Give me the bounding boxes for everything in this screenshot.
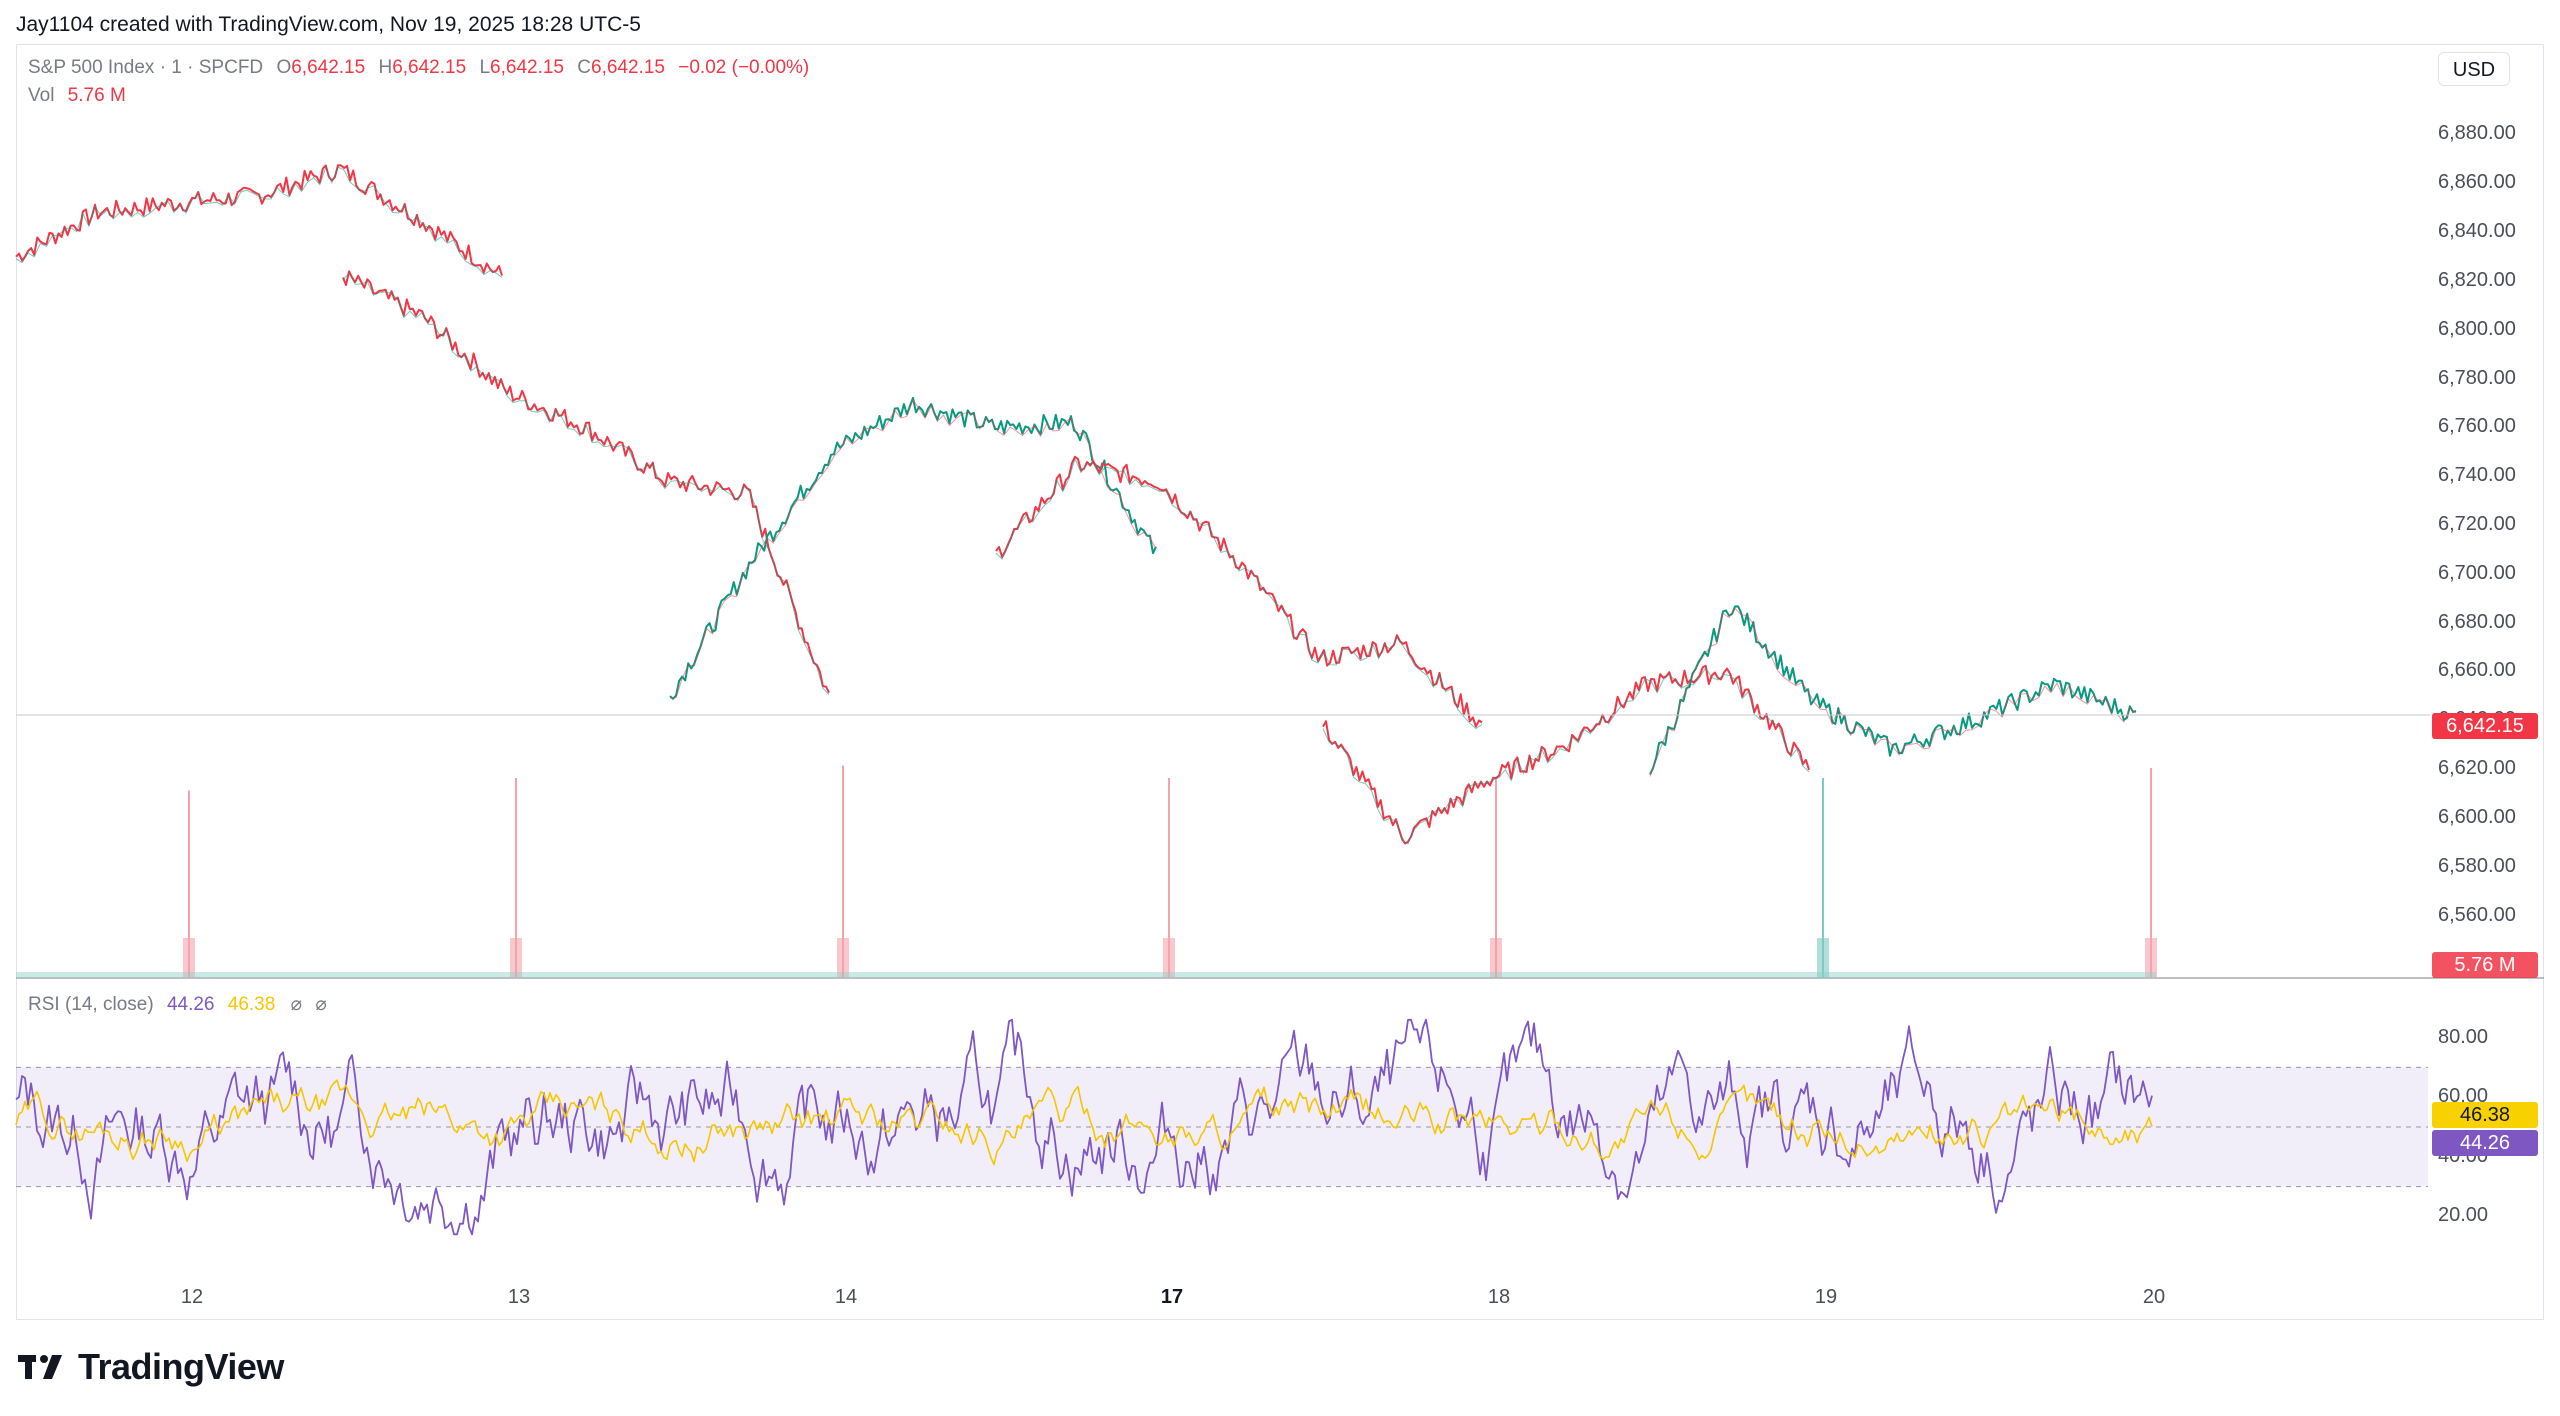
rsi-ma-value: 46.38 xyxy=(227,994,276,1015)
symbol-label: S&P 500 Index · 1 · SPCFD xyxy=(28,57,264,78)
rsi-ma-line xyxy=(15,1079,2153,1166)
volume-cluster xyxy=(183,938,195,978)
price-candle-texture xyxy=(1649,607,2137,777)
open-value: 6,642.15 xyxy=(291,57,366,78)
price-candle-texture xyxy=(342,272,830,696)
price-axis-tick: 6,840.00 xyxy=(2438,220,2516,243)
price-axis-tick: 6,680.00 xyxy=(2438,610,2516,633)
price-axis-tick: 6,740.00 xyxy=(2438,464,2516,487)
price-axis-tick: 6,720.00 xyxy=(2438,513,2516,535)
currency-button[interactable]: USD xyxy=(2438,52,2510,86)
rsi-axis-tick: 80.00 xyxy=(2438,1025,2489,1048)
time-axis-tick: 13 xyxy=(507,1286,531,1308)
price-axis-tick: 6,760.00 xyxy=(2438,415,2516,438)
close-label: C xyxy=(577,57,592,78)
time-axis-tick: 18 xyxy=(1487,1286,1511,1308)
price-series-segment xyxy=(995,455,1483,728)
rsi-legend: RSI (14, close) 44.26 46.38 ⌀ ⌀ xyxy=(28,993,327,1016)
chart-frame xyxy=(16,44,2544,1320)
low-label: L xyxy=(479,57,491,78)
price-axis-tick: 6,700.00 xyxy=(2438,561,2516,584)
price-axis-tick: 6,880.00 xyxy=(2438,122,2516,145)
volume-cluster xyxy=(1817,938,1829,978)
high-value: 6,642.15 xyxy=(392,57,467,78)
price-series-segment xyxy=(669,396,1157,700)
volume-cluster xyxy=(510,938,522,978)
price-axis-tick: 6,860.00 xyxy=(2438,171,2516,194)
price-candle-texture xyxy=(1322,666,1810,845)
price-axis-tick: 6,780.00 xyxy=(2438,366,2516,389)
rsi-badge: 44.26 xyxy=(2432,1130,2538,1156)
time-axis-tick: 20 xyxy=(2142,1286,2166,1308)
open-label: O xyxy=(276,57,292,78)
tradingview-logo[interactable]: TradingView xyxy=(18,1346,284,1388)
price-axis-tick: 6,820.00 xyxy=(2438,268,2516,291)
high-label: H xyxy=(378,57,393,78)
volume-cluster xyxy=(837,938,849,978)
time-axis-tick: 17 xyxy=(1160,1286,1184,1308)
price-axis-tick: 6,560.00 xyxy=(2438,903,2516,926)
price-legend: S&P 500 Index · 1 · SPCFD O6,642.15 H6,6… xyxy=(28,57,809,79)
volume-legend: Vol 5.76 M xyxy=(28,85,126,107)
close-value: 6,642.15 xyxy=(591,57,665,78)
price-badge: 6,642.15 xyxy=(2432,713,2538,739)
price-series-segment xyxy=(15,164,503,276)
change-value: −0.02 (−0.00%) xyxy=(678,57,810,78)
time-axis-tick: 14 xyxy=(834,1286,858,1308)
volume-cluster xyxy=(1163,938,1175,978)
volume-label: Vol xyxy=(28,85,55,106)
volume-value: 5.76 M xyxy=(67,85,126,106)
hide-icon[interactable]: ⌀ xyxy=(290,994,303,1015)
price-series-segment xyxy=(1649,605,2137,775)
price-candle-texture xyxy=(15,166,503,278)
time-axis-tick: 12 xyxy=(180,1286,204,1308)
volume-cluster xyxy=(2145,938,2157,978)
price-axis-tick: 6,580.00 xyxy=(2438,854,2516,877)
time-axis-tick: 19 xyxy=(1814,1286,1838,1308)
rsi-axis-tick: 20.00 xyxy=(2438,1204,2489,1227)
rsi-line xyxy=(15,1018,2153,1236)
settings-icon[interactable]: ⌀ xyxy=(315,994,327,1015)
volume-badge: 5.76 M xyxy=(2432,952,2538,978)
tradingview-logo-icon xyxy=(18,1355,62,1379)
rsi-axis-tick: 60.00 xyxy=(2438,1085,2489,1108)
price-candle-texture xyxy=(995,457,1483,730)
price-candle-texture xyxy=(669,398,1157,699)
rsi-value: 44.26 xyxy=(166,994,215,1015)
rsi-ma-badge: 46.38 xyxy=(2432,1102,2538,1128)
price-axis-tick: 6,600.00 xyxy=(2438,805,2516,828)
rsi-label: RSI (14, close) xyxy=(28,994,154,1015)
volume-cluster xyxy=(1490,938,1502,978)
low-value: 6,642.15 xyxy=(490,57,564,78)
brand-name: TradingView xyxy=(78,1346,284,1387)
price-series-segment xyxy=(1322,664,1810,845)
price-axis-tick: 6,620.00 xyxy=(2438,757,2516,780)
chart-caption: Jay1104 created with TradingView.com, No… xyxy=(16,13,641,36)
volume-baseline xyxy=(16,972,2156,978)
price-axis-tick: 6,800.00 xyxy=(2438,317,2516,340)
price-series-segment xyxy=(342,270,830,694)
price-axis-tick: 6,660.00 xyxy=(2438,659,2516,682)
